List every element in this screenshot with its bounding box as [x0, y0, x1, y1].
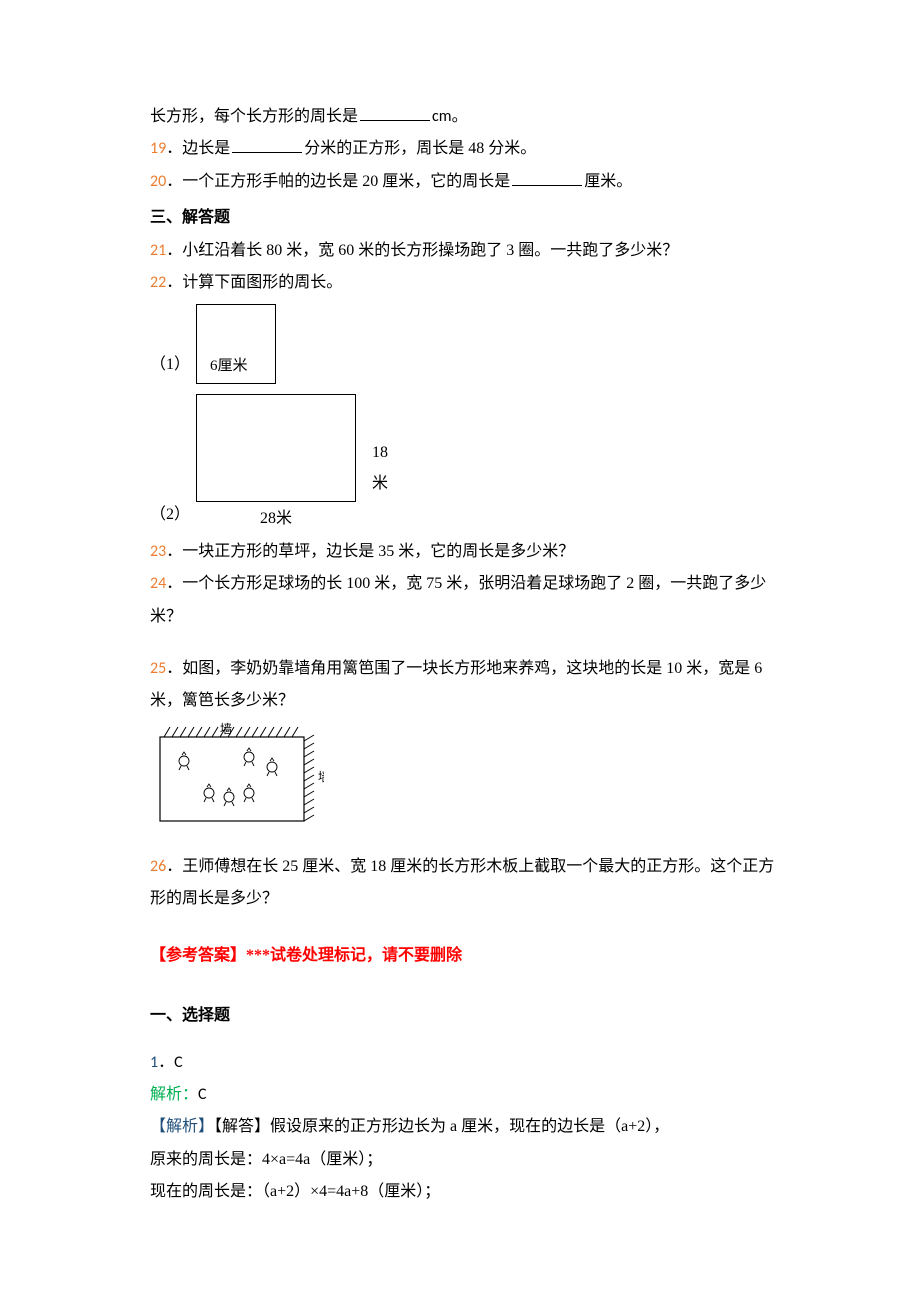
question-number: 24 — [150, 574, 166, 593]
wall-svg: 墙 墙 — [154, 721, 324, 831]
question-number: 26 — [150, 857, 166, 876]
section-3-title: 三、解答题 — [150, 203, 790, 233]
answer-1-line2: 原来的周长是：4×a=4a（厘米）； — [150, 1145, 790, 1175]
blank — [360, 104, 430, 121]
text: 假设原来的正方形边长为 a 厘米，现在的边长是（a+2）， — [270, 1118, 669, 1135]
question-26: 26．王师傅想在长 25 厘米、宽 18 厘米的长方形木板上截取一个最大的正方形… — [150, 852, 790, 882]
text: ．计算下面图形的周长。 — [166, 274, 342, 291]
answer-1: 1．C — [150, 1048, 790, 1078]
spacer — [150, 1034, 790, 1046]
text: ．如图，李奶奶靠墙角用篱笆围了一块长方形地来养鸡，这块地的长是 10 米，宽是 … — [166, 660, 762, 677]
section-1-title: 一、选择题 — [150, 1001, 790, 1031]
spacer — [150, 634, 790, 652]
jiexi-label: 解析： — [150, 1086, 198, 1103]
text: 分米的正方形，周长是 48 分米。 — [304, 140, 536, 157]
text: ．C — [158, 1053, 183, 1072]
answer-1-jiexi: 解析：C — [150, 1080, 790, 1110]
question-number: 20 — [150, 172, 166, 191]
question-continuation: 长方形，每个长方形的周长是 cm。 — [150, 102, 790, 132]
question-number: 21 — [150, 241, 166, 260]
question-19: 19．边长是 分米的正方形，周长是 48 分米。 — [150, 134, 790, 164]
question-24-cont: 米？ — [150, 602, 790, 632]
text: ．一个正方形手帕的边长是 20 厘米，它的周长是 — [166, 173, 510, 190]
wall-label-top: 墙 — [220, 722, 232, 736]
text: 米？ — [150, 608, 182, 625]
answer-1-line1: 【解析】【解答】假设原来的正方形边长为 a 厘米，现在的边长是（a+2）， — [150, 1112, 790, 1142]
blank — [232, 136, 302, 153]
figure-index: （2） — [150, 500, 190, 534]
text: 形的周长是多少？ — [150, 890, 278, 907]
text: C — [198, 1085, 207, 1104]
text: ．边长是 — [166, 140, 230, 157]
question-23: 23．一块正方形的草坪，边长是 35 米，它的周长是多少米？ — [150, 537, 790, 567]
answer-number: 1 — [150, 1053, 158, 1072]
dimension-label-height: 18米 — [372, 438, 388, 499]
figure-wall-chicken: 墙 墙 — [154, 721, 324, 842]
figure-1: （1） 6厘米 — [150, 304, 790, 384]
text: ．小红沿着长 80 米，宽 60 米的长方形操场跑了 3 圈。一共跑了多少米？ — [166, 242, 678, 259]
rectangle-shape — [196, 394, 356, 502]
question-26-cont: 形的周长是多少？ — [150, 884, 790, 914]
question-number: 22 — [150, 273, 166, 292]
text: 米，篱笆长多少米？ — [150, 692, 294, 709]
wall-label-right: 墙 — [318, 770, 324, 784]
text: cm。 — [432, 107, 468, 126]
jiexi-header: 【解析】 — [150, 1118, 214, 1135]
question-number: 25 — [150, 659, 166, 678]
document-page: 长方形，每个长方形的周长是 cm。 19．边长是 分米的正方形，周长是 48 分米。… — [0, 0, 920, 1302]
text: ．王师傅想在长 25 厘米、宽 18 厘米的长方形木板上截取一个最大的正方形。这… — [166, 858, 774, 875]
question-20: 20．一个正方形手帕的边长是 20 厘米，它的周长是 厘米。 — [150, 167, 790, 197]
text: 现在的周长是：（a+2）×4=4a+8（厘米）； — [150, 1183, 440, 1200]
blank — [512, 169, 582, 186]
text: ．一块正方形的草坪，边长是 35 米，它的周长是多少米？ — [166, 543, 574, 560]
question-21: 21．小红沿着长 80 米，宽 60 米的长方形操场跑了 3 圈。一共跑了多少米… — [150, 236, 790, 266]
figure-2: （2） 18米 28米 — [150, 394, 790, 534]
answer-1-line3: 现在的周长是：（a+2）×4=4a+8（厘米）； — [150, 1177, 790, 1207]
question-25-cont: 米，篱笆长多少米？ — [150, 686, 790, 716]
figure-index: （1） — [150, 350, 190, 384]
question-24: 24．一个长方形足球场的长 100 米，宽 75 米，张明沿着足球场跑了 2 圈… — [150, 569, 790, 599]
dimension-label-width: 28米 — [196, 504, 356, 534]
answer-header: 【参考答案】***试卷处理标记，请不要删除 — [150, 941, 790, 971]
question-25: 25．如图，李奶奶靠墙角用篱笆围了一块长方形地来养鸡，这块地的长是 10 米，宽… — [150, 654, 790, 684]
dimension-label: 6厘米 — [210, 352, 248, 381]
text: 长方形，每个长方形的周长是 — [150, 108, 358, 125]
question-number: 23 — [150, 542, 166, 561]
text: 原来的周长是：4×a=4a（厘米）； — [150, 1151, 382, 1168]
text: ．一个长方形足球场的长 100 米，宽 75 米，张明沿着足球场跑了 2 圈，一… — [166, 575, 766, 592]
jieda-header: 【解答】 — [214, 1118, 270, 1135]
text: 厘米。 — [584, 173, 632, 190]
question-number: 19 — [150, 139, 166, 158]
question-22: 22．计算下面图形的周长。 — [150, 268, 790, 298]
